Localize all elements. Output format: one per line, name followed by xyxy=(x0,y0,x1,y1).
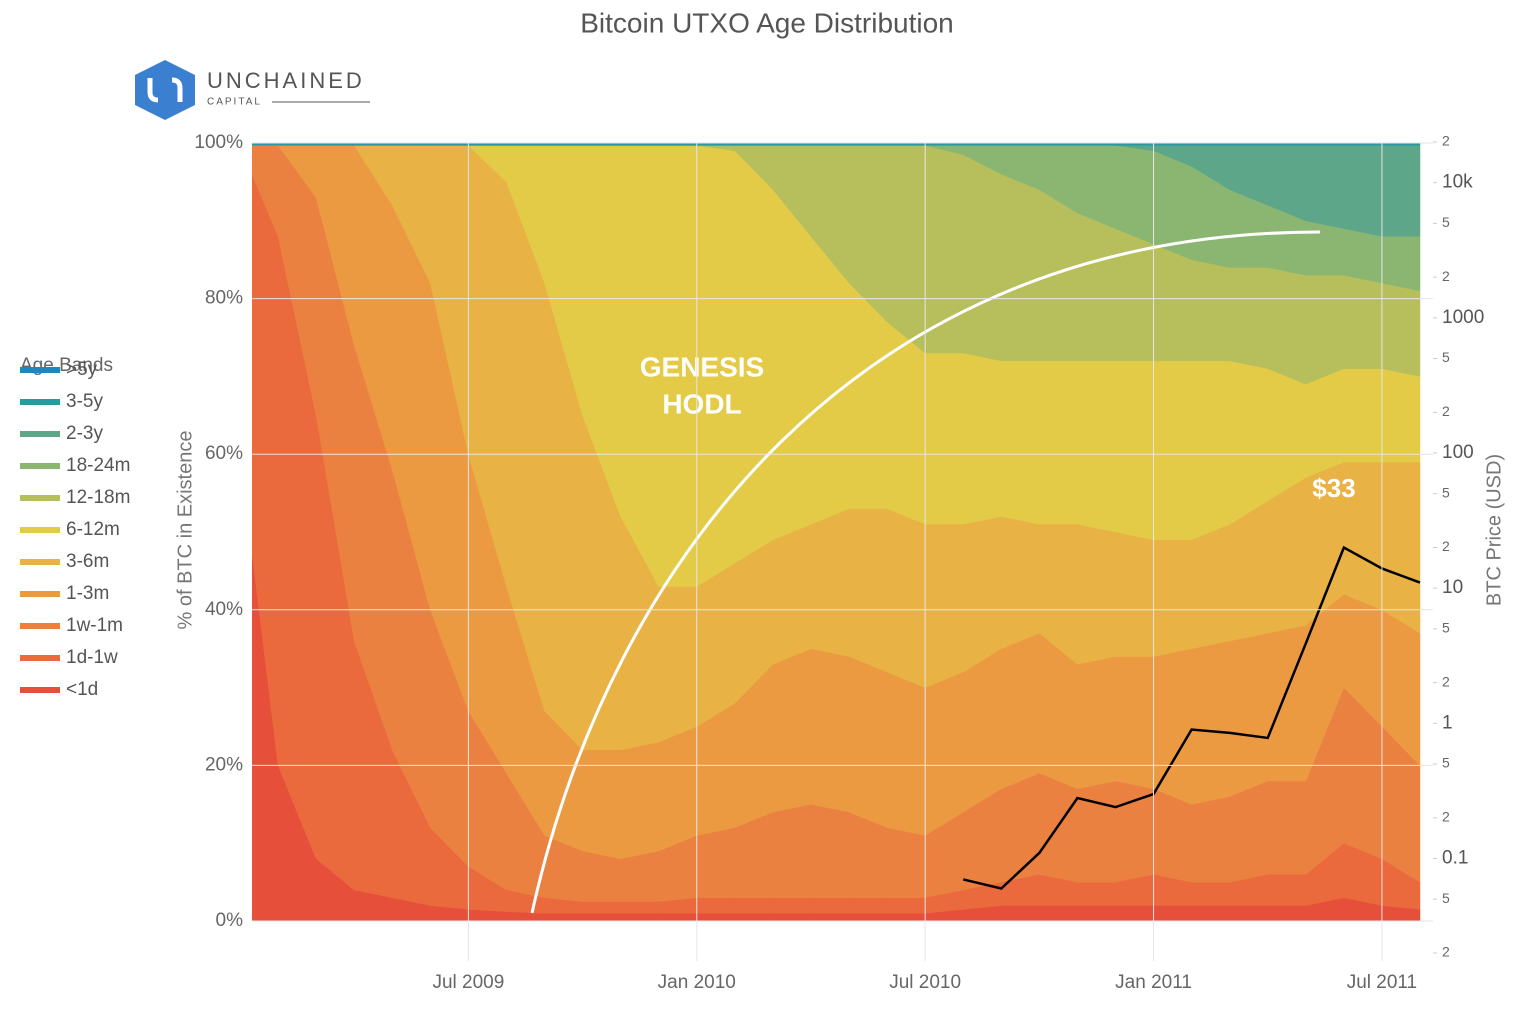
y2-tick-label: 5 xyxy=(1442,484,1450,500)
annotation: $33 xyxy=(1312,473,1355,503)
y-tick-label: 100% xyxy=(194,132,243,153)
y2-tick-label: 5 xyxy=(1442,890,1450,906)
hodl-arc xyxy=(530,230,1321,914)
y-tick-label: 0% xyxy=(216,910,244,931)
areas xyxy=(252,142,1421,922)
y-tick-label: 40% xyxy=(205,599,243,620)
annotation: GENESIS xyxy=(640,351,764,382)
legend-label: <1d xyxy=(66,679,98,700)
legend-label: 3-5y xyxy=(66,391,103,412)
y2-tick-label: 2 xyxy=(1442,403,1450,419)
legend-label: 12-18m xyxy=(66,487,130,508)
y2-tick-label: 2 xyxy=(1442,809,1450,825)
y2-tick-label: 1000 xyxy=(1442,307,1484,328)
y2-tick-label: 0.1 xyxy=(1442,848,1468,869)
y-tick-label: 80% xyxy=(205,288,243,309)
y2-tick-label: 5 xyxy=(1442,620,1450,636)
y-axis-label: % of BTC in Existence xyxy=(174,431,196,630)
y2-tick-label: 5 xyxy=(1442,349,1450,365)
x-tick-label: Jan 2010 xyxy=(658,972,736,993)
legend-label: 1w-1m xyxy=(66,615,123,636)
y2-tick-label: 2 xyxy=(1442,538,1450,554)
legend-label: 1d-1w xyxy=(66,647,118,668)
y2-tick-label: 2 xyxy=(1442,673,1450,689)
logo-mark xyxy=(147,77,183,103)
y2-tick-label: 2 xyxy=(1442,268,1450,284)
legend-label: 2-3y xyxy=(66,423,103,444)
legend-label: 1-3m xyxy=(66,583,109,604)
y2-tick-label: 2 xyxy=(1442,944,1450,960)
annotation: HODL xyxy=(662,388,741,419)
legend-label: 6-12m xyxy=(66,519,120,540)
y2-tick-label: 100 xyxy=(1442,442,1474,463)
x-tick-label: Jan 2011 xyxy=(1115,972,1192,993)
y2-tick-label: 1 xyxy=(1442,712,1453,733)
y-tick-label: 20% xyxy=(205,754,243,775)
logo-icon xyxy=(135,60,195,120)
y-tick-label: 60% xyxy=(205,443,243,464)
legend-label: 3-6m xyxy=(66,551,109,572)
chart-title: Bitcoin UTXO Age Distribution xyxy=(580,7,954,38)
y2-tick-label: 5 xyxy=(1442,214,1450,230)
y2-axis-label: BTC Price (USD) xyxy=(1483,454,1505,606)
overlay xyxy=(962,545,1421,890)
y2-tick-label: 2 xyxy=(1442,133,1450,149)
y2-tick-label: 10k xyxy=(1442,172,1473,193)
x-tick-label: Jul 2010 xyxy=(889,972,961,993)
legend-label: >5y xyxy=(66,359,98,380)
logo: UNCHAINED CAPITAL xyxy=(135,60,370,120)
x-tick-label: Jul 2009 xyxy=(432,972,504,993)
x-tick-label: Jul 2011 xyxy=(1347,972,1417,993)
logo-tagline: CAPITAL xyxy=(207,97,262,108)
legend-label: 18-24m xyxy=(66,455,130,476)
y2-tick-label: 5 xyxy=(1442,755,1450,771)
logo-name: UNCHAINED xyxy=(207,68,365,93)
price-line xyxy=(962,545,1421,890)
y2-tick-label: 10 xyxy=(1442,577,1463,598)
